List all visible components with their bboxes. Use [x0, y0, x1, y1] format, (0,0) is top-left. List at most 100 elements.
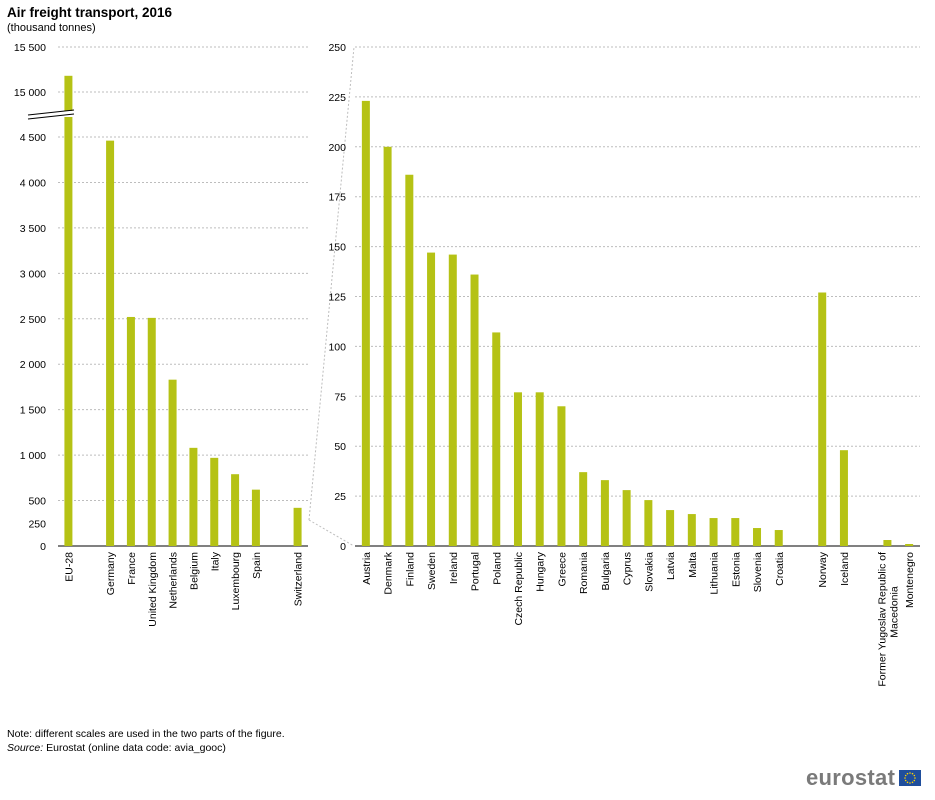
bar-bulgaria — [600, 480, 609, 546]
bar-spain — [251, 489, 260, 546]
axis-break-gap — [63, 111, 74, 117]
bar-montenegro — [905, 544, 914, 546]
bar-estonia — [731, 518, 740, 546]
x-label-former-yugoslav-republic-of-macedonia: Former Yugoslav Republic ofMacedonia — [876, 552, 900, 687]
x-label-netherlands: Netherlands — [168, 552, 180, 609]
x-label-france: France — [126, 552, 138, 585]
right-y-tick-label: 200 — [328, 142, 346, 154]
bar-ireland — [448, 254, 457, 547]
left-y-tick-label: 3 000 — [20, 268, 46, 280]
x-label-cyprus: Cyprus — [622, 552, 634, 585]
axis-break-line — [27, 113, 75, 120]
bar-cyprus — [622, 490, 631, 546]
x-label-ireland: Ireland — [448, 552, 460, 584]
x-label-malta: Malta — [687, 552, 699, 578]
x-label-portugal: Portugal — [470, 552, 482, 591]
left-y-tick-label: 15 500 — [14, 42, 46, 54]
bar-greece — [557, 406, 566, 546]
bar-denmark — [383, 146, 392, 547]
left-y-tick-label: 3 500 — [20, 223, 46, 235]
x-label-eu-28: EU-28 — [63, 552, 75, 582]
figure-source: Source: Eurostat (online data code: avia… — [7, 742, 226, 754]
bar-eu-28 — [64, 75, 73, 547]
x-label-bulgaria: Bulgaria — [600, 552, 612, 591]
right-y-tick-label: 0 — [340, 541, 346, 553]
left-y-tick-label: 1 500 — [20, 405, 46, 417]
eu-flag-icon — [899, 770, 922, 786]
x-label-united-kingdom: United Kingdom — [147, 552, 159, 627]
bar-portugal — [470, 274, 479, 546]
x-label-iceland: Iceland — [839, 552, 851, 586]
bar-belgium — [189, 447, 198, 546]
bar-switzerland — [293, 507, 302, 546]
x-label-estonia: Estonia — [730, 552, 742, 587]
bar-slovakia — [644, 500, 653, 546]
bar-poland — [492, 332, 501, 546]
left-y-tick-label: 1 000 — [20, 450, 46, 462]
bar-sweden — [427, 252, 436, 546]
x-label-germany: Germany — [105, 551, 117, 595]
right-y-tick-label: 75 — [334, 391, 346, 403]
x-label-greece: Greece — [556, 552, 568, 587]
x-label-belgium: Belgium — [188, 552, 200, 590]
x-label-luxembourg: Luxembourg — [230, 552, 242, 611]
x-label-czech-republic: Czech Republic — [513, 552, 525, 626]
bar-luxembourg — [231, 474, 240, 546]
chart-subtitle: (thousand tonnes) — [7, 22, 96, 34]
x-label-sweden: Sweden — [426, 552, 438, 590]
x-label-croatia: Croatia — [774, 552, 786, 586]
x-label-lithuania: Lithuania — [709, 552, 721, 595]
x-label-romania: Romania — [578, 552, 590, 594]
x-label-poland: Poland — [491, 552, 503, 585]
figure-note: Note: different scales are used in the t… — [7, 728, 285, 740]
x-label-austria: Austria — [361, 552, 373, 585]
x-label-spain: Spain — [251, 552, 263, 579]
x-label-finland: Finland — [404, 552, 416, 587]
left-y-tick-label: 4 500 — [20, 132, 46, 144]
left-y-tick-label: 500 — [28, 496, 46, 508]
axis-break-line — [27, 109, 75, 116]
right-y-tick-label: 175 — [328, 192, 346, 204]
bar-germany — [106, 140, 115, 546]
bar-lithuania — [709, 518, 718, 546]
connector-bottom — [308, 519, 355, 547]
x-label-norway: Norway — [817, 551, 829, 587]
x-label-slovakia: Slovakia — [643, 552, 655, 592]
x-label-slovenia: Slovenia — [752, 552, 764, 592]
left-y-tick-label: 15 000 — [14, 87, 46, 99]
right-y-tick-label: 225 — [328, 92, 346, 104]
bar-norway — [818, 292, 827, 546]
x-label-denmark: Denmark — [383, 551, 395, 594]
x-label-latvia: Latvia — [665, 552, 677, 580]
bar-latvia — [666, 510, 675, 546]
bar-united-kingdom — [147, 317, 156, 546]
bar-slovenia — [753, 528, 762, 546]
bar-netherlands — [168, 379, 177, 546]
bar-austria — [361, 100, 370, 546]
bar-czech-republic — [513, 392, 522, 546]
bar-croatia — [774, 530, 783, 546]
bar-romania — [579, 472, 588, 546]
source-label: Source: — [7, 742, 44, 754]
right-y-tick-label: 250 — [328, 42, 346, 54]
bar-malta — [687, 514, 696, 546]
right-y-tick-label: 150 — [328, 242, 346, 254]
bar-france — [126, 316, 135, 546]
bar-italy — [210, 457, 219, 546]
left-y-tick-label: 4 000 — [20, 177, 46, 189]
left-y-tick-label: 250 — [28, 518, 46, 530]
connector-top — [308, 46, 355, 521]
x-label-hungary: Hungary — [535, 551, 547, 591]
right-y-tick-label: 125 — [328, 292, 346, 304]
bar-finland — [405, 174, 414, 546]
x-label-montenegro: Montenegro — [904, 552, 916, 608]
chart-title: Air freight transport, 2016 — [7, 5, 173, 20]
source-text: Eurostat (online data code: avia_gooc) — [43, 742, 226, 754]
right-y-tick-label: 25 — [334, 491, 346, 503]
bar-iceland — [839, 450, 848, 546]
eurostat-logo: eurostat — [806, 765, 922, 791]
bar-hungary — [535, 392, 544, 546]
left-y-tick-label: 2 500 — [20, 314, 46, 326]
bar-former-yugoslav-republic-of-macedonia — [883, 540, 892, 546]
